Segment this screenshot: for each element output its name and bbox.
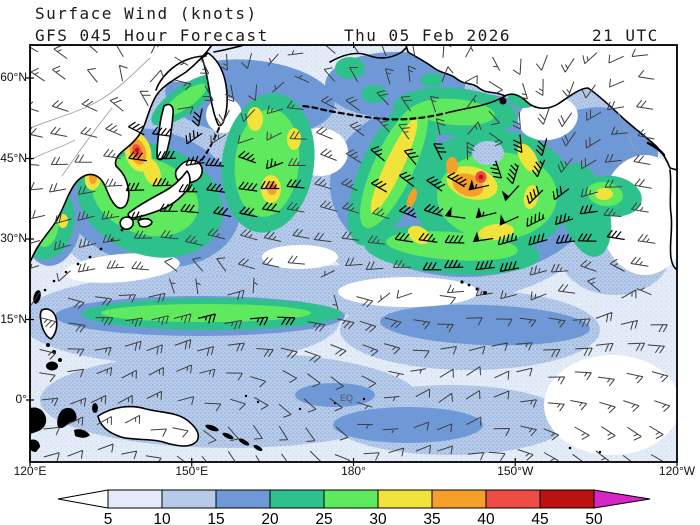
colorbar-above-max-arrow: [593, 489, 651, 509]
wind-speed-colorbar: 5 10 15 20 25 30 35 40 45 50: [57, 489, 651, 525]
title-product: Surface Wind (knots): [35, 4, 258, 23]
lon-tick-label: 150°E: [175, 464, 209, 478]
wind-barb-pennants: [444, 179, 510, 243]
colorbar-tick-label: 45: [531, 511, 548, 525]
lat-tick-label: 60°N: [0, 70, 27, 84]
colorbar-tick-label: 5: [104, 511, 113, 525]
wind-map: EQ: [26, 42, 678, 466]
colorbar-segment: [107, 489, 163, 509]
lon-tick-label: 120°E: [13, 464, 47, 478]
colorbar-segment: [269, 489, 325, 509]
wind-barbs: [30, 45, 671, 462]
colorbar-below-min-arrow: [57, 489, 109, 509]
equator-label: EQ: [340, 393, 353, 403]
lon-tick-label: 150°W: [497, 464, 534, 478]
axis-ticks: [26, 77, 678, 466]
islands: [30, 228, 602, 454]
colorbar-tick-label: 50: [585, 511, 603, 525]
lon-tick-label: 180°: [341, 464, 366, 478]
title-valid-date: Thu 05 Feb 2026: [344, 26, 511, 45]
lat-tick-label: 30°N: [0, 231, 27, 245]
coastlines: [30, 45, 677, 447]
colorbar-tick-label: 25: [315, 511, 332, 525]
colorbar-segment: [323, 489, 379, 509]
lat-tick-label: 0°: [15, 392, 27, 406]
colorbar-tick-label: 20: [261, 511, 279, 525]
wind-barb-layer-strong: [125, 108, 625, 326]
colorbar-segment: [215, 489, 271, 509]
colorbar-tick-label: 35: [423, 511, 440, 525]
colorbar-tick-label: 40: [477, 511, 495, 525]
colorbar-tick-label: 15: [207, 511, 224, 525]
colorbar-segment: [161, 489, 217, 509]
lon-tick-label: 120°W: [658, 464, 696, 478]
title-model-run: GFS 045 Hour Forecast: [35, 26, 269, 45]
title-valid-time: 21 UTC: [592, 26, 659, 45]
lat-tick-label: 45°N: [0, 150, 27, 165]
colorbar-segment: [539, 489, 595, 509]
colorbar-tick-label: 10: [153, 511, 171, 525]
colorbar-segment: [377, 489, 433, 509]
lat-tick-label: 15°N: [0, 311, 27, 326]
colorbar-segment: [485, 489, 541, 509]
colorbar-tick-label: 30: [369, 511, 387, 525]
colorbar-segment: [431, 489, 487, 509]
